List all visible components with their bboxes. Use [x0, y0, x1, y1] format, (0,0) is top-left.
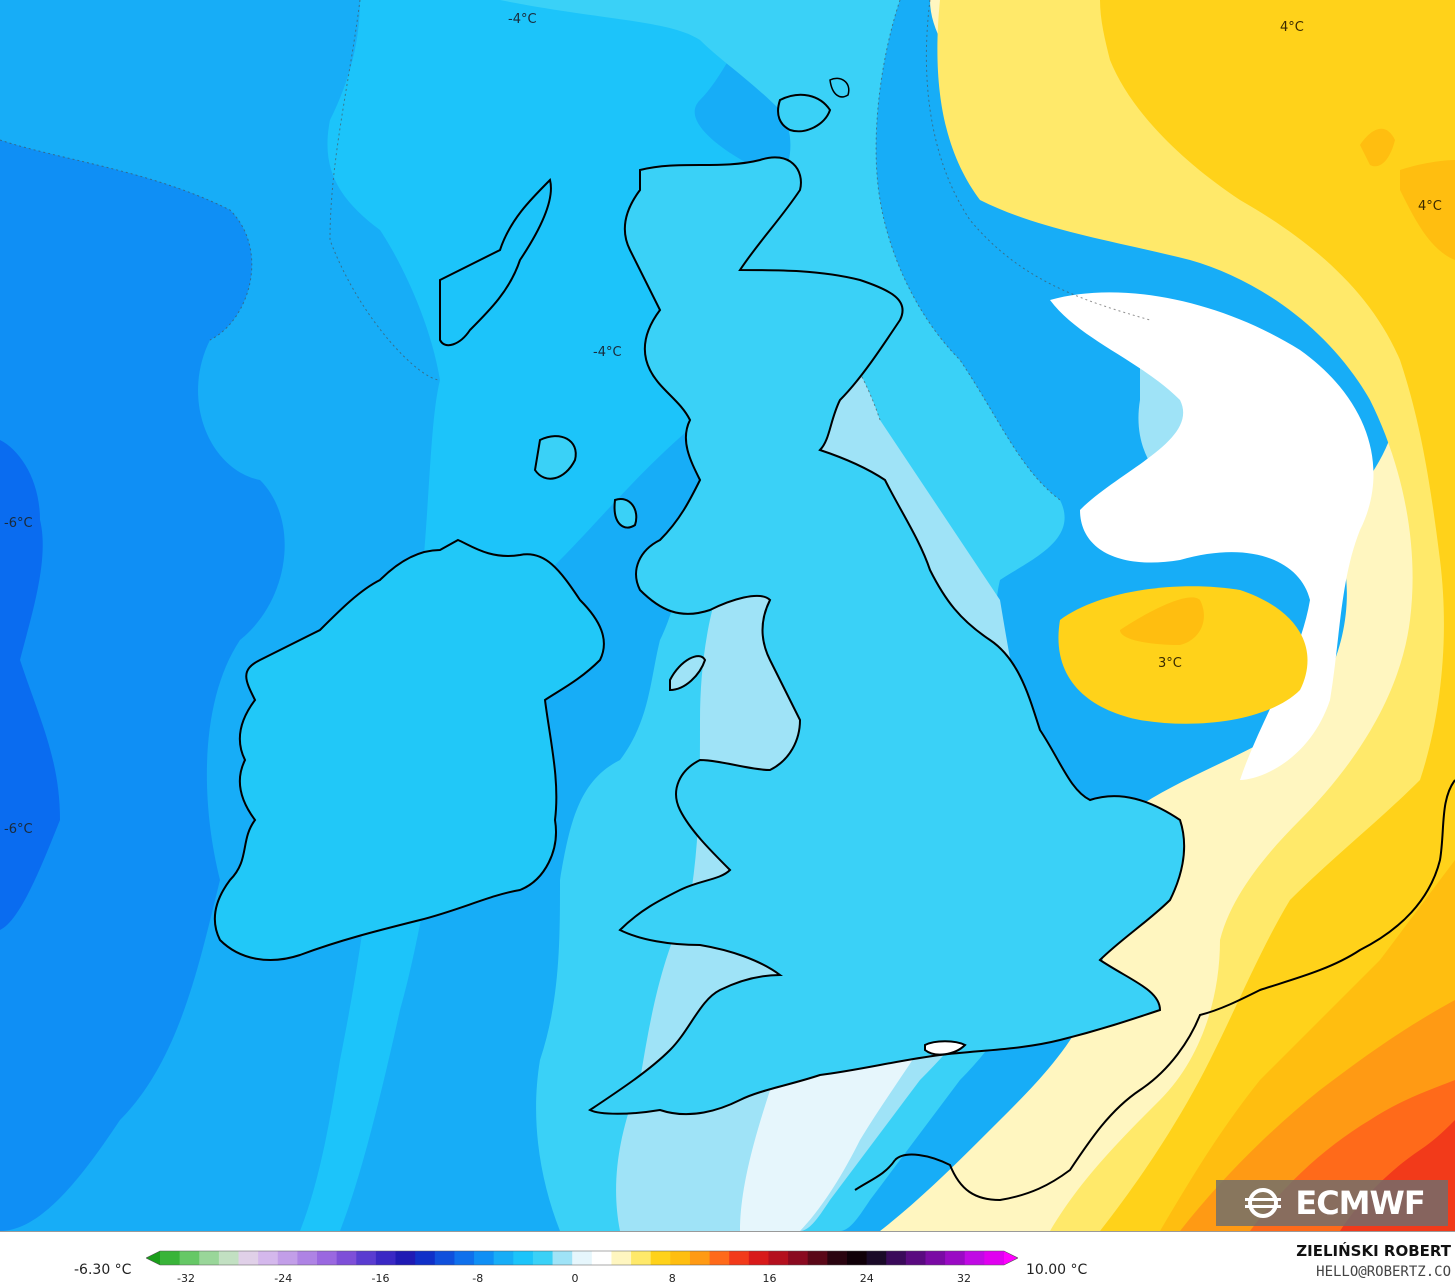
scale-swatch: [945, 1251, 966, 1265]
scale-swatch: [160, 1251, 181, 1265]
band-yellow-cell: [1058, 586, 1308, 724]
land-isle-of-man: [669, 655, 707, 692]
land-islay: [533, 435, 577, 480]
land-orkney: [777, 93, 832, 133]
scale-swatch: [356, 1251, 377, 1265]
scale-swatch: [689, 1251, 711, 1265]
scale-swatch: [807, 1251, 828, 1265]
contour-label-minus6-west-south: -6°C: [4, 822, 33, 837]
scale-swatch: [493, 1251, 514, 1265]
color-scale-bar: [146, 1250, 1018, 1266]
scale-swatch: [788, 1251, 809, 1265]
land-ireland: [213, 538, 605, 961]
scale-tick-label: -16: [371, 1272, 390, 1285]
author-name: ZIELIŃSKI ROBERT: [1296, 1242, 1451, 1260]
scale-swatch: [748, 1251, 770, 1265]
temperature-map: -4°C -4°C -6°C -6°C 4°C 4°C 3°C ECMWF: [0, 0, 1455, 1231]
scale-swatch: [199, 1251, 220, 1265]
scale-swatch: [846, 1251, 868, 1265]
scale-swatch: [964, 1251, 985, 1265]
scale-swatch: [905, 1251, 927, 1265]
scale-swatch: [591, 1251, 613, 1265]
scale-swatch: [886, 1251, 907, 1265]
land-france: [894, 779, 1455, 1202]
scale-swatch: [218, 1251, 240, 1265]
contour-label-minus4-scotland: -4°C: [593, 345, 622, 360]
scale-swatch: [709, 1251, 730, 1265]
band-sea-deep: [0, 440, 60, 930]
land-arran: [613, 498, 638, 529]
band-white-east: [1050, 292, 1374, 780]
land-hebrides: [439, 178, 552, 347]
scale-max-label: 10.00 °C: [1026, 1262, 1088, 1278]
scale-swatch: [277, 1251, 298, 1265]
scale-tick-label: -32: [177, 1272, 195, 1285]
author-email[interactable]: HELLO@ROBERTZ.CO: [1316, 1264, 1451, 1280]
land-brittany: [854, 1159, 896, 1191]
land-shetland: [829, 77, 850, 98]
scale-outline: [146, 1250, 1018, 1266]
scale-swatch: [650, 1251, 671, 1265]
land-isle-of-wight: [924, 1040, 967, 1056]
ecmwf-logo-icon: [1245, 1188, 1282, 1218]
band-sea-mid: [0, 140, 285, 1231]
scale-swatch: [611, 1251, 632, 1265]
scale-swatch: [375, 1251, 397, 1265]
scale-swatch: [297, 1251, 318, 1265]
band-yellow: [1100, 0, 1455, 1231]
scale-arrow-max: [1004, 1251, 1018, 1265]
scale-swatch: [474, 1251, 495, 1265]
map-canvas: [0, 0, 1455, 1231]
scale-swatch: [454, 1251, 475, 1265]
scale-tick-label: -8: [472, 1272, 484, 1285]
scale-swatch: [631, 1251, 652, 1265]
scale-swatch: [925, 1251, 946, 1265]
band-gold-east: [1400, 160, 1455, 260]
scale-swatch: [434, 1251, 456, 1265]
scale-swatch: [532, 1251, 554, 1265]
scale-tick-label: -24: [274, 1272, 293, 1285]
scale-swatch: [336, 1251, 357, 1265]
contour-label-plus4-north: 4°C: [1280, 20, 1304, 35]
scale-swatch: [670, 1251, 691, 1265]
scale-swatch: [729, 1251, 750, 1265]
scale-swatch: [395, 1251, 416, 1265]
scale-min-label: -6.30 °C: [74, 1262, 132, 1278]
scale-swatch: [866, 1251, 887, 1265]
scale-swatch: [238, 1251, 259, 1265]
ecmwf-logo: ECMWF: [1216, 1180, 1448, 1226]
scale-swatch: [179, 1251, 200, 1265]
band-gold-cell: [1120, 597, 1204, 645]
scale-swatch: [984, 1251, 1005, 1265]
contour-label-plus4-east: 4°C: [1418, 199, 1442, 214]
scale-swatch: [827, 1251, 848, 1265]
scale-tick-label: 0: [571, 1272, 579, 1285]
scale-swatch: [552, 1251, 573, 1265]
scale-tick-label: 24: [859, 1272, 874, 1285]
scale-swatch: [768, 1251, 789, 1265]
scale-tick-label: 32: [957, 1272, 971, 1285]
scale-tick-label: 16: [762, 1272, 777, 1285]
contour-label-minus4-north: -4°C: [508, 12, 537, 27]
legend-footer: -6.30 °C -32 -24 -16 -8 0 8 16 24 32 10.00 °C ZI…: [0, 1231, 1455, 1288]
ecmwf-logo-text: ECMWF: [1295, 1184, 1425, 1222]
scale-ticks: -32 -24 -16 -8 0 8 16 24 32: [146, 1272, 1018, 1288]
scale-swatch: [258, 1251, 279, 1265]
scale-swatch: [572, 1251, 593, 1265]
contour-label-plus3-north-sea: 3°C: [1158, 656, 1182, 671]
isotherm-contours: [0, 0, 1151, 801]
contour-label-minus6-west-north: -6°C: [4, 516, 33, 531]
band-gold-north: [1360, 128, 1395, 167]
scale-swatch: [513, 1251, 534, 1265]
land-great-britain: [588, 156, 1186, 1116]
color-scale-stops: [146, 1250, 1018, 1266]
scale-tick-label: 8: [668, 1272, 676, 1285]
scale-arrow-min: [146, 1251, 160, 1265]
scale-swatch: [415, 1251, 436, 1265]
scale-swatch: [317, 1251, 338, 1265]
